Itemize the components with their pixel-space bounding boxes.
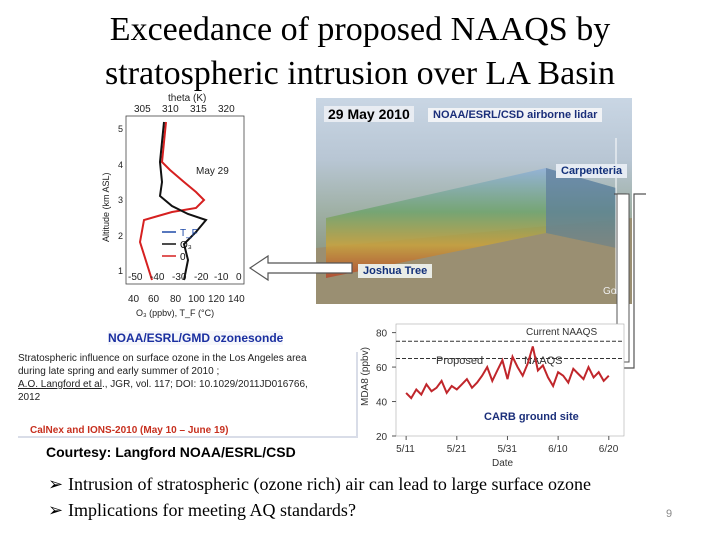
x-tick-label: 5/31: [497, 444, 517, 455]
altitude-tick: 5: [118, 124, 123, 134]
temperature-profile-line: [138, 121, 206, 281]
altitude-tick: 1: [118, 266, 123, 276]
theta-axis-label: theta (K): [168, 93, 206, 104]
chart-plot-area: [395, 323, 625, 437]
y-tick-label: 60: [376, 363, 388, 374]
mda8-chart: 20 40 60 80 5/11 5/21 5/31 6/10 6/20 Current NA…: [356, 318, 634, 469]
campaign-label: CalNex and IONS-2010 (May 10 – June 19): [30, 425, 229, 436]
title-line-2: stratospheric intrusion over LA Basin: [105, 55, 615, 92]
ozonesonde-profile-svg: theta (K) 305 310 315 320 5 4 3 2 1 Alti…: [101, 93, 245, 318]
x-tick-label: 5/21: [447, 444, 467, 455]
proposed-label: Proposed: [436, 355, 483, 367]
reference-line-2: during late spring and early summer of 2…: [18, 366, 220, 377]
altitude-tick: 2: [118, 231, 123, 241]
theta-tick: 305: [134, 104, 151, 115]
theta-tick: 315: [190, 104, 207, 115]
legend-zero: 0: [180, 252, 186, 263]
reference-line-1: Stratospheric influence on surface ozone…: [18, 353, 307, 364]
map-watermark: Goo: [603, 286, 622, 297]
courtesy-line: Courtesy: Langford NOAA/ESRL/CSD: [46, 444, 296, 460]
y-tick-label: 80: [376, 329, 388, 340]
lidar-curtain-front: [326, 168, 616, 278]
temp-tick: -20: [194, 272, 209, 283]
mda8-x-axis-label: Date: [492, 458, 514, 468]
legend-tf: T_F: [180, 228, 198, 239]
y-tick-label: 20: [376, 432, 388, 443]
altitude-axis-label: Altitude (km ASL): [101, 172, 111, 242]
ozone-tick: 120: [208, 294, 225, 305]
reference-citation: ., JGR, vol. 117; DOI: 10.1029/2011JD016…: [101, 379, 308, 390]
slide-title: Exceedance of proposed NAAQS by stratosp…: [0, 8, 720, 96]
ozonesonde-label: NOAA/ESRL/GMD ozonesonde: [108, 331, 284, 345]
naaqs-label: NAAQS: [524, 355, 563, 367]
carb-site-label: CARB ground site: [484, 411, 579, 423]
page-number: 9: [666, 508, 673, 520]
carpenteria-label: Carpenteria: [556, 164, 628, 178]
title-line-1: Exceedance of proposed NAAQS by: [109, 11, 611, 48]
temp-tick: 0: [236, 272, 242, 283]
bullet-2: ➢ Implications for meeting AQ standards?: [48, 500, 356, 521]
altitude-tick: 4: [118, 160, 123, 170]
ozone-tick: 100: [188, 294, 205, 305]
sonde-plot-frame: [125, 115, 245, 285]
lidar-date-label: 29 May 2010: [324, 106, 414, 122]
ozonesonde-profile-panel: theta (K) 305 310 315 320 5 4 3 2 1 Alti…: [100, 92, 248, 330]
y-tick-label: 40: [376, 398, 388, 409]
current-naaqs-label: Current NAAQS: [526, 327, 597, 338]
terrain-ground: [316, 218, 632, 304]
mda8-series-line: [405, 346, 610, 400]
ozone-tick: 80: [170, 294, 182, 305]
ozone-tick: 140: [228, 294, 245, 305]
bullet-1-text: Intrusion of stratospheric (ozone rich) …: [68, 474, 591, 494]
x-tick-label: 6/20: [599, 444, 619, 455]
bullet-arrow-icon: ➢: [48, 500, 64, 520]
reference-line-3: A.O. Langford et al., JGR, vol. 117; DOI…: [18, 378, 356, 391]
theta-tick: 310: [162, 104, 179, 115]
bullet-2-text: Implications for meeting AQ standards?: [68, 500, 356, 520]
lidar-scene-svg: [316, 138, 632, 304]
mda8-y-axis-label: MDA8 (ppbv): [360, 347, 371, 406]
lidar-source-label: NOAA/ESRL/CSD airborne lidar: [428, 108, 603, 122]
ozone-profile-line: [158, 121, 208, 281]
mda8-chart-svg: 20 40 60 80 5/11 5/21 5/31 6/10 6/20 Current NA…: [360, 323, 625, 469]
temp-tick: -40: [150, 272, 165, 283]
theta-tick: 320: [218, 104, 235, 115]
reference-line-4: 2012: [18, 392, 41, 403]
lidar-curtain-side: [546, 168, 616, 248]
temp-tick: -50: [128, 272, 143, 283]
temp-tick: -30: [172, 272, 187, 283]
altitude-tick: 3: [118, 195, 123, 205]
arrow-to-sonde: [248, 254, 353, 282]
reference-authors-link[interactable]: A.O. Langford et al: [18, 379, 102, 390]
ozone-tick: 60: [148, 294, 160, 305]
x-tick-label: 5/11: [396, 444, 415, 455]
joshua-tree-label: Joshua Tree: [358, 264, 433, 278]
bullet-arrow-icon: ➢: [48, 474, 64, 494]
temp-tick: -10: [214, 272, 229, 283]
sonde-xaxis-label: O₃ (ppbv), T_F (°C): [136, 308, 214, 318]
bullet-1: ➢ Intrusion of stratospheric (ozone rich)…: [48, 474, 591, 495]
legend-o3: O₃: [180, 240, 192, 251]
reference-box: Stratospheric influence on surface ozone…: [18, 352, 358, 438]
ozone-tick: 40: [128, 294, 140, 305]
profile-date-label: May 29: [196, 166, 229, 177]
x-tick-label: 6/10: [548, 444, 568, 455]
